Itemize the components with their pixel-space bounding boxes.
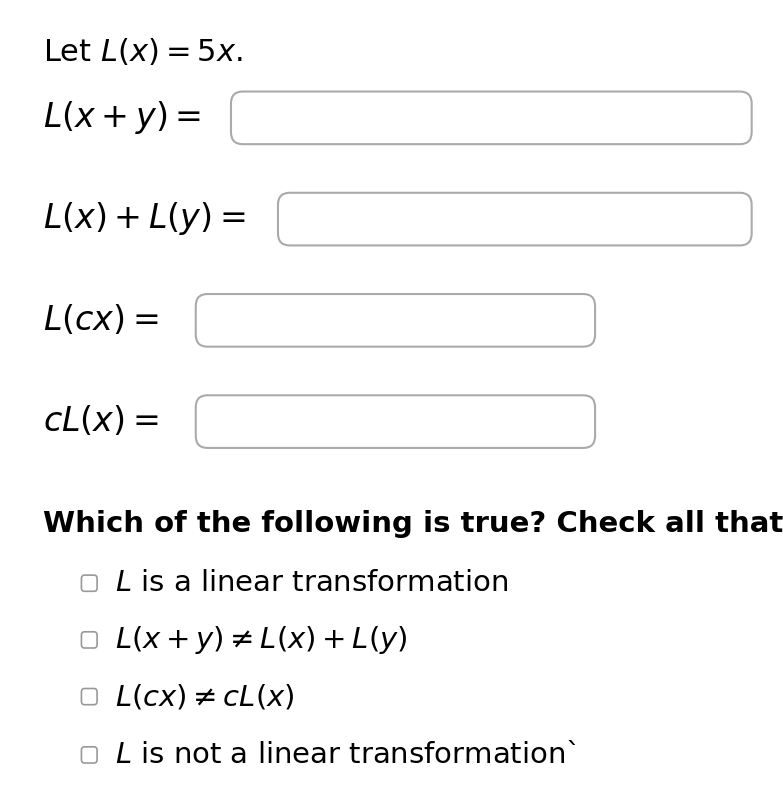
Text: $\mathit{L}(x + y) =$: $\mathit{L}(x + y) =$: [43, 99, 201, 136]
Text: $\mathit{L}(cx) \neq c\mathit{L}(x)$: $\mathit{L}(cx) \neq c\mathit{L}(x)$: [115, 682, 294, 711]
Text: $\mathit{L}$ is not a linear transformation`: $\mathit{L}$ is not a linear transformat…: [115, 741, 577, 769]
FancyBboxPatch shape: [81, 747, 97, 763]
FancyBboxPatch shape: [278, 193, 752, 245]
FancyBboxPatch shape: [196, 294, 595, 347]
Text: $\mathit{L}(x + y) \neq \mathit{L}(x) + \mathit{L}(y)$: $\mathit{L}(x + y) \neq \mathit{L}(x) + …: [115, 624, 408, 656]
Text: Let $\mathit{L}(x) = 5x.$: Let $\mathit{L}(x) = 5x.$: [43, 36, 243, 67]
Text: $\mathit{L}(x) + \mathit{L}(y) =$: $\mathit{L}(x) + \mathit{L}(y) =$: [43, 200, 246, 237]
FancyBboxPatch shape: [81, 632, 97, 648]
FancyBboxPatch shape: [196, 395, 595, 448]
FancyBboxPatch shape: [231, 92, 752, 144]
Text: Which of the following is true? Check all that apply.: Which of the following is true? Check al…: [43, 510, 783, 539]
FancyBboxPatch shape: [81, 575, 97, 591]
Text: $\mathit{L}$ is a linear transformation: $\mathit{L}$ is a linear transformation: [115, 569, 508, 597]
FancyBboxPatch shape: [81, 688, 97, 705]
Text: $\mathit{L}(cx) =$: $\mathit{L}(cx) =$: [43, 303, 159, 337]
Text: $c\mathit{L}(x) =$: $c\mathit{L}(x) =$: [43, 404, 159, 438]
